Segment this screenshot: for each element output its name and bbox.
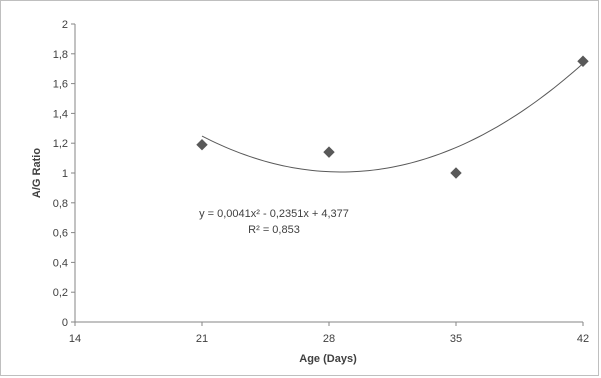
y-axis-title: A/G Ratio <box>31 148 43 198</box>
data-point <box>577 55 589 67</box>
y-tick-label: 2 <box>62 19 68 31</box>
data-points <box>196 55 589 179</box>
x-tick-label: 14 <box>69 333 81 345</box>
y-tick-label: 1 <box>62 168 68 180</box>
y-tick-label: 0,8 <box>53 198 68 210</box>
y-tick-label: 0 <box>62 317 68 329</box>
tick-labels: 0 0,2 0,4 0,6 0,8 1 1,2 1,4 1,6 1,8 2 14 21 28 35 42 <box>53 19 589 345</box>
y-tick-label: 1,6 <box>53 79 68 91</box>
chart-axes <box>71 23 584 326</box>
y-tick-label: 0,4 <box>53 257 68 269</box>
y-tick-label: 1,2 <box>53 138 68 150</box>
x-tick-label: 35 <box>450 333 462 345</box>
data-point <box>323 146 335 158</box>
y-tick-label: 0,6 <box>53 228 68 240</box>
y-tick-label: 0,2 <box>53 287 68 299</box>
y-tick-label: 1,8 <box>53 49 68 61</box>
r-squared-label: R² = 0,853 <box>248 224 300 236</box>
y-tick-label: 1,4 <box>53 108 68 120</box>
data-point <box>196 138 208 151</box>
x-tick-label: 21 <box>196 333 208 345</box>
x-tick-label: 42 <box>577 333 589 345</box>
polynomial-trendline <box>201 63 584 173</box>
trendline-equation: y = 0,0041x² - 0,2351x + 4,377 <box>199 208 349 220</box>
x-axis-title: Age (Days) <box>299 353 357 365</box>
x-tick-label: 28 <box>323 333 335 345</box>
data-point <box>450 167 462 179</box>
